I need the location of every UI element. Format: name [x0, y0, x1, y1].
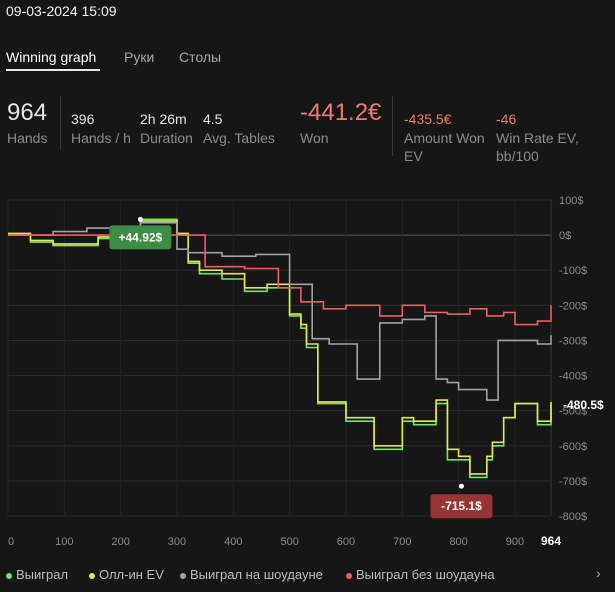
series-line [8, 234, 552, 326]
legend-label: Олл-ин EV [99, 567, 164, 582]
last-value-label: -480.5$ [563, 398, 604, 412]
hands-label: Hands [7, 130, 48, 146]
legend-label: Выиграл [16, 567, 69, 582]
duration-value: 2h 26m [140, 111, 187, 127]
legend-dot [180, 572, 186, 579]
series-line [8, 222, 552, 401]
extreme-point [137, 216, 143, 222]
won-label: Won [300, 130, 329, 146]
x-tick-label: 0 [8, 536, 14, 548]
max-badge-label: +44.92$ [119, 230, 163, 244]
hands-per-hour-label: Hands / h [71, 130, 131, 146]
tab-tables[interactable]: Столы [179, 49, 222, 65]
win-rate-ev-label-1: Win Rate EV, [496, 130, 579, 146]
tab-active-underline [6, 69, 100, 71]
amount-won-ev-label-1: Amount Won [404, 130, 485, 146]
legend-item-won-showdown[interactable]: Выиграл на шоудауне [180, 567, 323, 582]
x-tick-label: 600 [337, 536, 355, 548]
legend-label: Выиграл без шоудауна [356, 567, 495, 582]
win-rate-ev-label-2: bb/100 [496, 148, 539, 164]
legend-dot [6, 572, 12, 579]
legend-label: Выиграл на шоудауне [190, 567, 323, 582]
winning-graph-chart[interactable]: 100$ 0$ -100$ -200$ -300$ -400$ -500$ -600$ -700… [0, 184, 615, 554]
extreme-point [458, 483, 464, 489]
legend-item-allin-ev[interactable]: Олл-ин EV [89, 567, 164, 582]
legend-item-won[interactable]: Выиграл [6, 567, 68, 582]
x-tick-label: 200 [111, 536, 129, 548]
legend-item-won-no-showdown[interactable]: Выиграл без шоудауна [346, 567, 495, 582]
chevron-right-icon[interactable]: › [596, 565, 601, 581]
max-badge-bg [109, 225, 172, 250]
x-tick-label: 100 [55, 536, 73, 548]
x-tick-label: 800 [449, 536, 467, 548]
min-badge-label: -715.1$ [441, 499, 482, 513]
min-badge-bg [430, 494, 493, 519]
y-tick-label: -400$ [559, 371, 587, 383]
stats-divider [392, 96, 393, 156]
amount-won-ev-label-2: EV [404, 148, 423, 164]
win-rate-ev-value: -46 [496, 111, 517, 127]
x-tick-label: 400 [224, 536, 242, 548]
y-tick-label: -500$ [559, 406, 587, 418]
y-tick-label: -700$ [559, 476, 587, 488]
avg-tables-value: 4.5 [203, 111, 223, 127]
amount-won-ev-value: -435.5€ [404, 111, 452, 127]
legend-dot [346, 572, 352, 579]
y-tick-label: 0$ [559, 230, 571, 242]
avg-tables-label: Avg. Tables [203, 130, 275, 146]
y-tick-label: -100$ [559, 265, 587, 277]
tab-winning-graph[interactable]: Winning graph [6, 49, 97, 65]
won-value: -441.2€ [300, 99, 382, 126]
series-line [8, 218, 552, 479]
x-tick-label: 300 [168, 536, 186, 548]
datetime: 09-03-2024 15:09 [6, 3, 117, 19]
duration-label: Duration [140, 130, 193, 146]
hands-per-hour-value: 396 [71, 111, 95, 127]
y-tick-label: -800$ [559, 511, 587, 523]
x-tick-label: 900 [506, 536, 524, 548]
y-tick-label: -300$ [559, 335, 587, 347]
x-tick-label: 964 [541, 534, 561, 548]
x-tick-label: 500 [280, 536, 298, 548]
y-tick-label: -600$ [559, 441, 587, 453]
y-tick-label: 100$ [559, 195, 583, 207]
tab-hands[interactable]: Руки [124, 49, 155, 65]
hands-value: 964 [7, 99, 48, 126]
y-tick-label: -200$ [559, 300, 587, 312]
legend-dot [89, 572, 95, 579]
x-tick-label: 700 [393, 536, 411, 548]
stats-divider [60, 96, 61, 150]
series-line [8, 220, 552, 475]
